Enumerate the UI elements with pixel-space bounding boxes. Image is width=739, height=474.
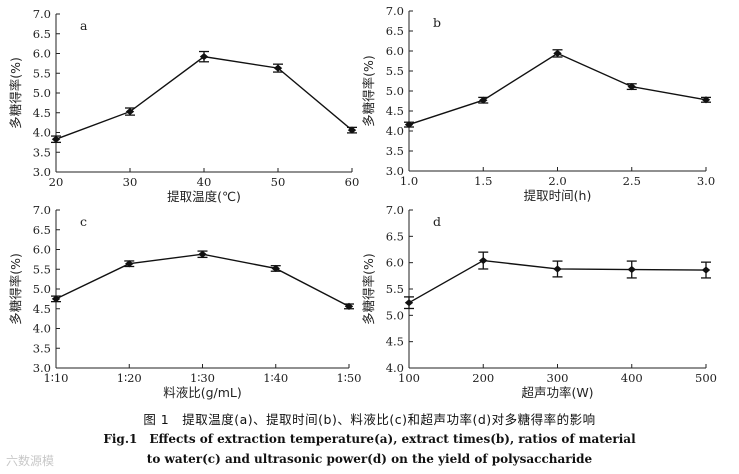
x-tick-label: 50 [271,175,286,189]
y-tick-label: 5.0 [386,308,404,322]
y-tick-label: 5.5 [33,262,51,276]
x-tick-label: 500 [695,371,717,385]
x-tick-label: 400 [621,371,643,385]
data-point [404,299,414,307]
x-tick-label: 1.0 [400,174,418,188]
chart-panel-c: 3.0 3.5 4.0 4.5 5.0 5.5 6.0 6.5 7.0 1∶10 1∶20 1∶30 1… [8,203,361,400]
data-point [344,302,354,310]
y-tick-label: 5.0 [386,84,404,98]
y-tick-label: 4.5 [386,104,404,118]
y-tick-label: 3.5 [33,145,51,159]
x-tick-label: 200 [472,371,494,385]
x-axis-title: 超声功率(W) [521,385,593,400]
y-tick-label: 4.0 [33,322,51,336]
data-point [701,266,711,274]
y-tick-label: 3.0 [33,165,51,179]
y-tick-label: 7.0 [386,203,404,217]
x-tick-label: 2.5 [623,174,641,188]
panel-label: a [80,18,88,33]
y-axis-title: 多糖得率(%) [8,253,23,325]
x-tick-label: 2.0 [548,174,566,188]
y-tick-label: 4.5 [33,106,51,120]
data-point [125,260,134,268]
chart-panel-a: 3.0 3.5 4.0 4.5 5.0 5.5 6.0 6.5 7.0 20 30 40 50 60 提取温… [8,7,359,204]
data-point [479,96,488,104]
data-point [273,64,283,72]
x-tick-label: 40 [197,175,212,189]
panel-label: d [433,214,441,229]
data-point [627,83,636,91]
caption-english-line-2: to water(c) and ultrasonic power(d) on t… [146,452,593,466]
data-point [701,96,711,104]
caption-english-line-1: Fig.1 Effects of extraction temperature(… [103,432,636,446]
data-point [125,107,135,116]
y-tick-label: 7.0 [386,4,404,18]
data-point [271,264,280,273]
y-tick-label: 4.0 [386,361,404,375]
data-point [347,126,357,134]
data-point [51,135,61,143]
data-point [51,295,61,303]
caption-chinese: 图 1 提取温度(a)、提取时间(b)、料液比(c)和超声功率(d)对多糖得率的… [143,412,596,427]
y-tick-label: 6.0 [386,256,404,270]
y-tick-label: 6.0 [386,44,404,58]
y-tick-label: 6.5 [386,229,404,243]
y-axis-title: 多糖得率(%) [361,55,376,127]
y-tick-label: 6.0 [33,243,51,257]
x-tick-label: 1∶20 [117,371,142,385]
x-tick-label: 300 [547,371,569,385]
y-tick-label: 7.0 [33,7,51,21]
x-tick-label: 3.0 [697,174,715,188]
series-line [55,253,350,308]
watermark: 六数源模 [6,454,55,468]
chart-panel-b: 3.0 3.5 4.0 4.5 5.0 5.5 6.0 6.5 7.0 1.0 1.5 2.0 2.5 3… [361,4,715,203]
series-line [408,52,707,126]
y-tick-label: 4.5 [33,302,51,316]
x-tick-label: 60 [345,175,360,189]
series-line [55,55,353,140]
data-point [199,53,209,61]
data-point [553,49,562,57]
y-tick-label: 5.0 [33,86,51,100]
y-tick-label: 5.5 [33,66,51,80]
y-tick-label: 6.5 [33,223,51,237]
x-tick-label: 100 [398,371,420,385]
y-tick-label: 6.0 [33,47,51,61]
y-tick-label: 3.0 [33,361,51,375]
data-point [404,121,414,129]
data-point [627,265,636,274]
chart-panel-d: 4.0 4.5 5.0 5.5 6.0 6.5 7.0 100 200 300 400 500 超声功率… [361,203,717,400]
y-tick-label: 7.0 [33,203,51,217]
y-tick-label: 5.5 [386,282,404,296]
y-tick-label: 4.0 [33,126,51,140]
x-axis-title: 提取温度(℃) [167,189,241,204]
x-tick-label: 1∶10 [44,371,69,385]
y-axis-title: 多糖得率(%) [8,57,23,129]
panel-label: b [433,15,441,30]
x-tick-label: 1∶50 [337,371,362,385]
y-tick-label: 3.5 [386,144,404,158]
figure: 3.0 3.5 4.0 4.5 5.0 5.5 6.0 6.5 7.0 20 30 40 50 60 提取温… [8,4,717,400]
data-point [479,256,488,265]
y-tick-label: 4.0 [386,124,404,138]
x-tick-label: 20 [49,175,64,189]
y-tick-label: 4.5 [386,335,404,349]
y-tick-label: 5.0 [33,282,51,296]
x-tick-label: 30 [123,175,138,189]
y-tick-label: 6.5 [386,24,404,38]
x-axis-title: 提取时间(h) [524,188,592,203]
y-tick-label: 3.5 [33,341,51,355]
data-point [553,265,562,273]
y-tick-label: 5.5 [386,64,404,78]
x-tick-label: 1∶40 [263,371,288,385]
x-axis-title: 料液比(g/mL) [163,385,242,400]
y-tick-label: 3.0 [386,164,404,178]
panel-label: c [80,214,87,229]
y-axis-title: 多糖得率(%) [361,253,376,325]
x-tick-label: 1∶30 [190,371,215,385]
x-tick-label: 1.5 [474,174,492,188]
y-tick-label: 6.5 [33,27,51,41]
data-point [198,250,207,258]
